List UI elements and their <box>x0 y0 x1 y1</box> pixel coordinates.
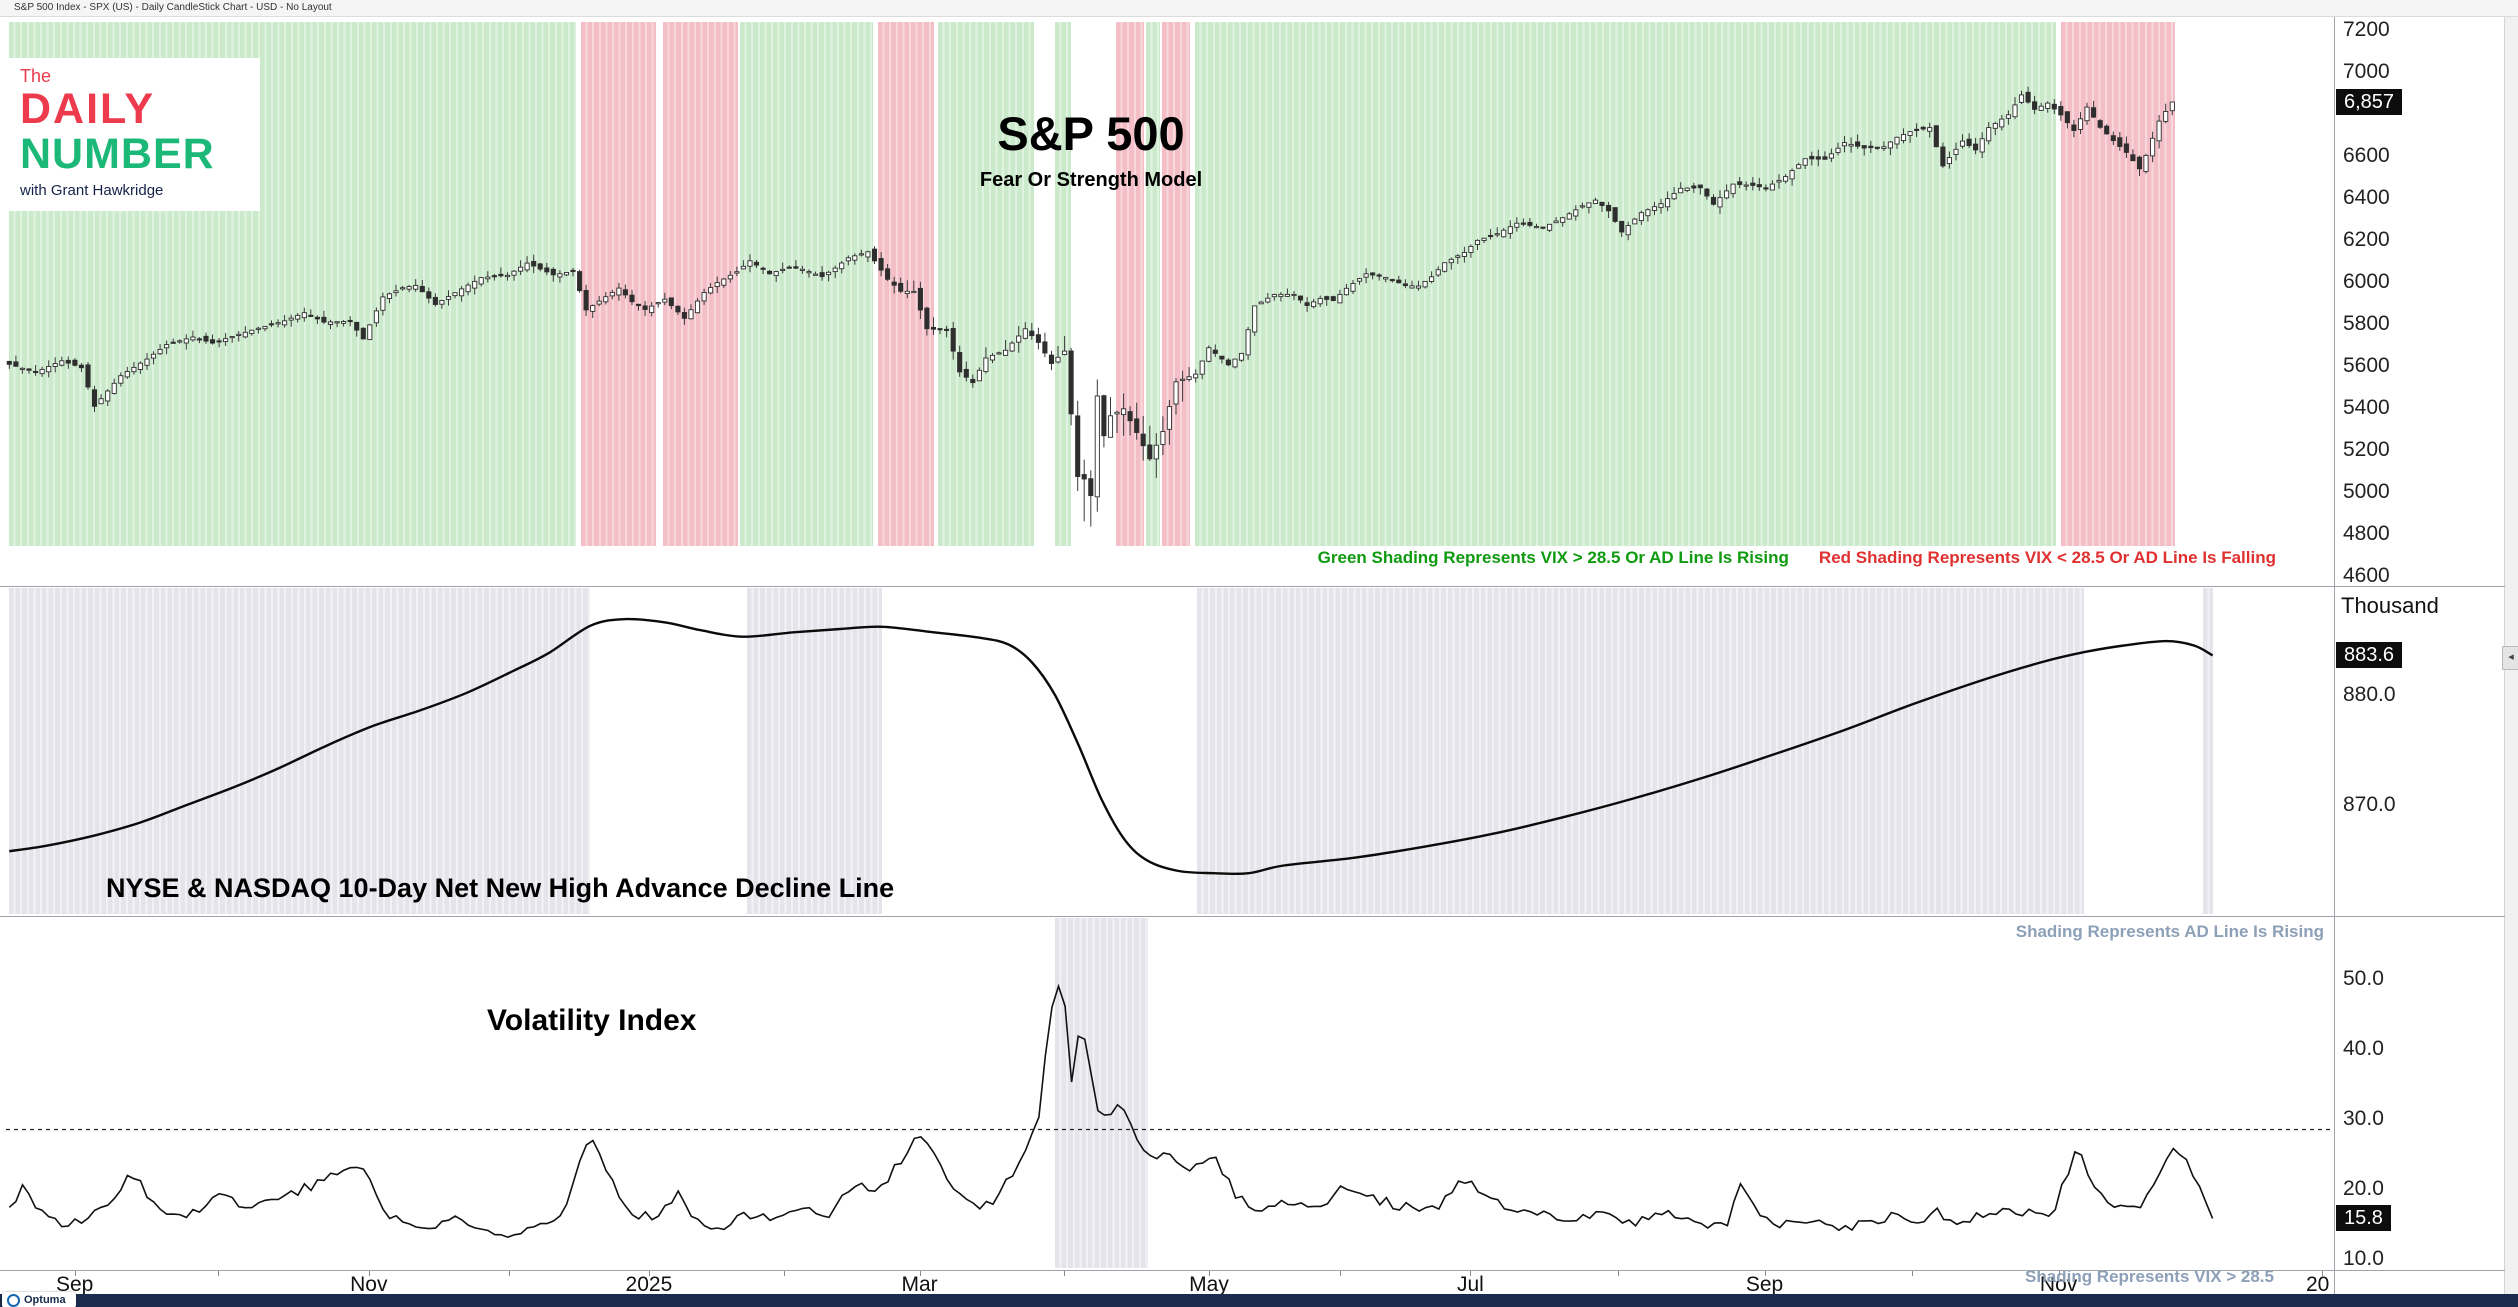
daily-number-logo: The DAILY NUMBER with Grant Hawkridge <box>8 58 260 212</box>
ad-value-badge: 883.6 <box>2336 642 2403 668</box>
chart-title-block: S&P 500 Fear Or Strength Model <box>934 106 1248 192</box>
date-axis-tick <box>1209 1270 1210 1276</box>
shading-legend: Green Shading Represents VIX > 28.5 Or A… <box>1318 548 2276 568</box>
date-axis-label: Nov <box>2039 1273 2078 1294</box>
red-shading-band <box>1115 22 1144 546</box>
green-shading-band <box>739 22 873 546</box>
axis-separator <box>0 1270 2505 1271</box>
value-axis-label: 40.0 <box>2343 1037 2384 1060</box>
ad-line-title: NYSE & NASDAQ 10-Day Net New High Advanc… <box>106 873 895 903</box>
date-axis-tick <box>74 1270 76 1276</box>
date-axis-tick <box>2196 1270 2198 1276</box>
date-axis-tick <box>648 1270 650 1276</box>
value-axis-label: 6600 <box>2343 144 2390 167</box>
value-axis[interactable]: 6,857 Thousand 883.6 15.8 7200 7000 6600 64… <box>2335 16 2503 1294</box>
value-axis-label: 5800 <box>2343 312 2390 335</box>
date-axis-label: Jul <box>1456 1273 1484 1294</box>
optuma-icon <box>7 1293 20 1307</box>
value-axis-label: 7000 <box>2343 60 2390 83</box>
date-axis-label: 2025 <box>625 1273 673 1294</box>
value-axis-label: 5200 <box>2343 438 2390 461</box>
date-axis[interactable]: Sep Nov 2025 Mar May Jul Sep Nov 20 <box>0 1270 2334 1294</box>
date-axis-tick <box>1470 1270 1472 1276</box>
shading-bands-layer <box>0 16 2334 1294</box>
date-axis-label: Mar <box>901 1273 938 1294</box>
logo-daily: DAILY <box>20 85 156 133</box>
window-titlebar: S&P 500 Index - SPX (US) - Daily CandleS… <box>0 0 2518 17</box>
logo-the: The <box>20 66 52 86</box>
panel-separator[interactable] <box>0 586 2505 587</box>
green-shading-legend: Green Shading Represents VIX > 28.5 Or A… <box>1317 548 1789 567</box>
gray-shading-band <box>9 588 591 914</box>
date-axis-tick <box>1764 1270 1766 1276</box>
optuma-logo: Optuma <box>2 1292 76 1307</box>
value-axis-label: 5400 <box>2343 396 2390 419</box>
date-axis-tick <box>1064 1270 1066 1276</box>
chart-canvas[interactable] <box>0 16 2334 1294</box>
value-axis-label: 5600 <box>2343 354 2390 377</box>
vix-title: Volatility Index <box>487 1004 697 1037</box>
axis-unit-label: Thousand <box>2341 593 2439 618</box>
value-axis-label: 4800 <box>2343 522 2390 545</box>
status-bar: Optuma <box>0 1292 2518 1307</box>
value-axis-label: 50.0 <box>2343 967 2384 990</box>
vix-line-series <box>8 983 2214 1239</box>
logo-tagline: with Grant Hawkridge <box>20 182 164 200</box>
green-shading-band <box>1146 22 1160 546</box>
ad-line-series <box>9 617 2214 876</box>
optuma-brand-text: Optuma <box>24 1294 66 1306</box>
value-axis-label: 880.0 <box>2343 683 2396 706</box>
date-axis-tick <box>1911 1270 1913 1276</box>
value-axis-label: 20.0 <box>2343 1177 2384 1200</box>
date-axis-tick <box>368 1270 370 1276</box>
value-axis-separator <box>2334 16 2335 1294</box>
date-axis-label: May <box>1189 1273 1229 1294</box>
logo-number: NUMBER <box>20 130 215 179</box>
value-axis-label: 5000 <box>2343 480 2390 503</box>
green-shading-band <box>1055 22 1072 546</box>
date-axis-tick <box>2322 1270 2324 1276</box>
green-shading-band <box>938 22 1034 546</box>
red-shading-band <box>1162 22 1191 546</box>
date-axis-tick <box>508 1270 510 1276</box>
sp500-price-badge: 6,857 <box>2336 89 2403 115</box>
date-axis-tick <box>218 1270 220 1276</box>
date-axis-label: 20 <box>2306 1273 2330 1294</box>
green-shading-band <box>1195 22 2057 546</box>
red-shading-band <box>877 22 934 546</box>
value-axis-label: 4600 <box>2343 564 2390 587</box>
value-axis-label: 30.0 <box>2343 1107 2384 1130</box>
value-axis-label: 870.0 <box>2343 793 2396 816</box>
vix-value-badge: 15.8 <box>2336 1205 2391 1231</box>
panel-separator[interactable] <box>0 916 2505 917</box>
chart-subtitle: Fear Or Strength Model <box>979 169 1203 191</box>
chart-workspace[interactable]: The DAILY NUMBER with Grant Hawkridge S&… <box>0 16 2334 1294</box>
date-axis-tick <box>2058 1270 2060 1276</box>
gray-shading-band <box>1055 918 1149 1268</box>
gray-shading-band <box>746 588 883 914</box>
date-axis-label: Sep <box>56 1273 94 1294</box>
ad-shading-note: Shading Represents AD Line Is Rising <box>2015 922 2324 941</box>
value-axis-label: 6200 <box>2343 228 2390 251</box>
value-axis-label: 7200 <box>2343 18 2390 41</box>
vix-shading-note: Shading Represents VIX > 28.5 <box>2025 1267 2274 1286</box>
date-axis-tick <box>919 1270 921 1276</box>
gray-shading-band <box>2203 588 2213 914</box>
page-title: S&P 500 <box>997 107 1185 160</box>
collapse-panel-button[interactable]: ◂ <box>2502 646 2518 670</box>
date-axis-tick <box>784 1270 786 1276</box>
value-axis-label: 10.0 <box>2343 1247 2384 1270</box>
red-shading-band <box>2060 22 2176 546</box>
date-axis-tick <box>1617 1270 1619 1276</box>
value-axis-label: 6000 <box>2343 270 2390 293</box>
date-axis-tick <box>1339 1270 1341 1276</box>
window-title: S&P 500 Index - SPX (US) - Daily CandleS… <box>14 2 332 13</box>
date-axis-label: Sep <box>1745 1273 1784 1294</box>
date-axis-label: Nov <box>350 1273 388 1294</box>
red-shading-legend: Red Shading Represents VIX < 28.5 Or AD … <box>1818 548 2276 567</box>
candlestick-series <box>6 86 2175 527</box>
value-axis-label: 6400 <box>2343 186 2390 209</box>
